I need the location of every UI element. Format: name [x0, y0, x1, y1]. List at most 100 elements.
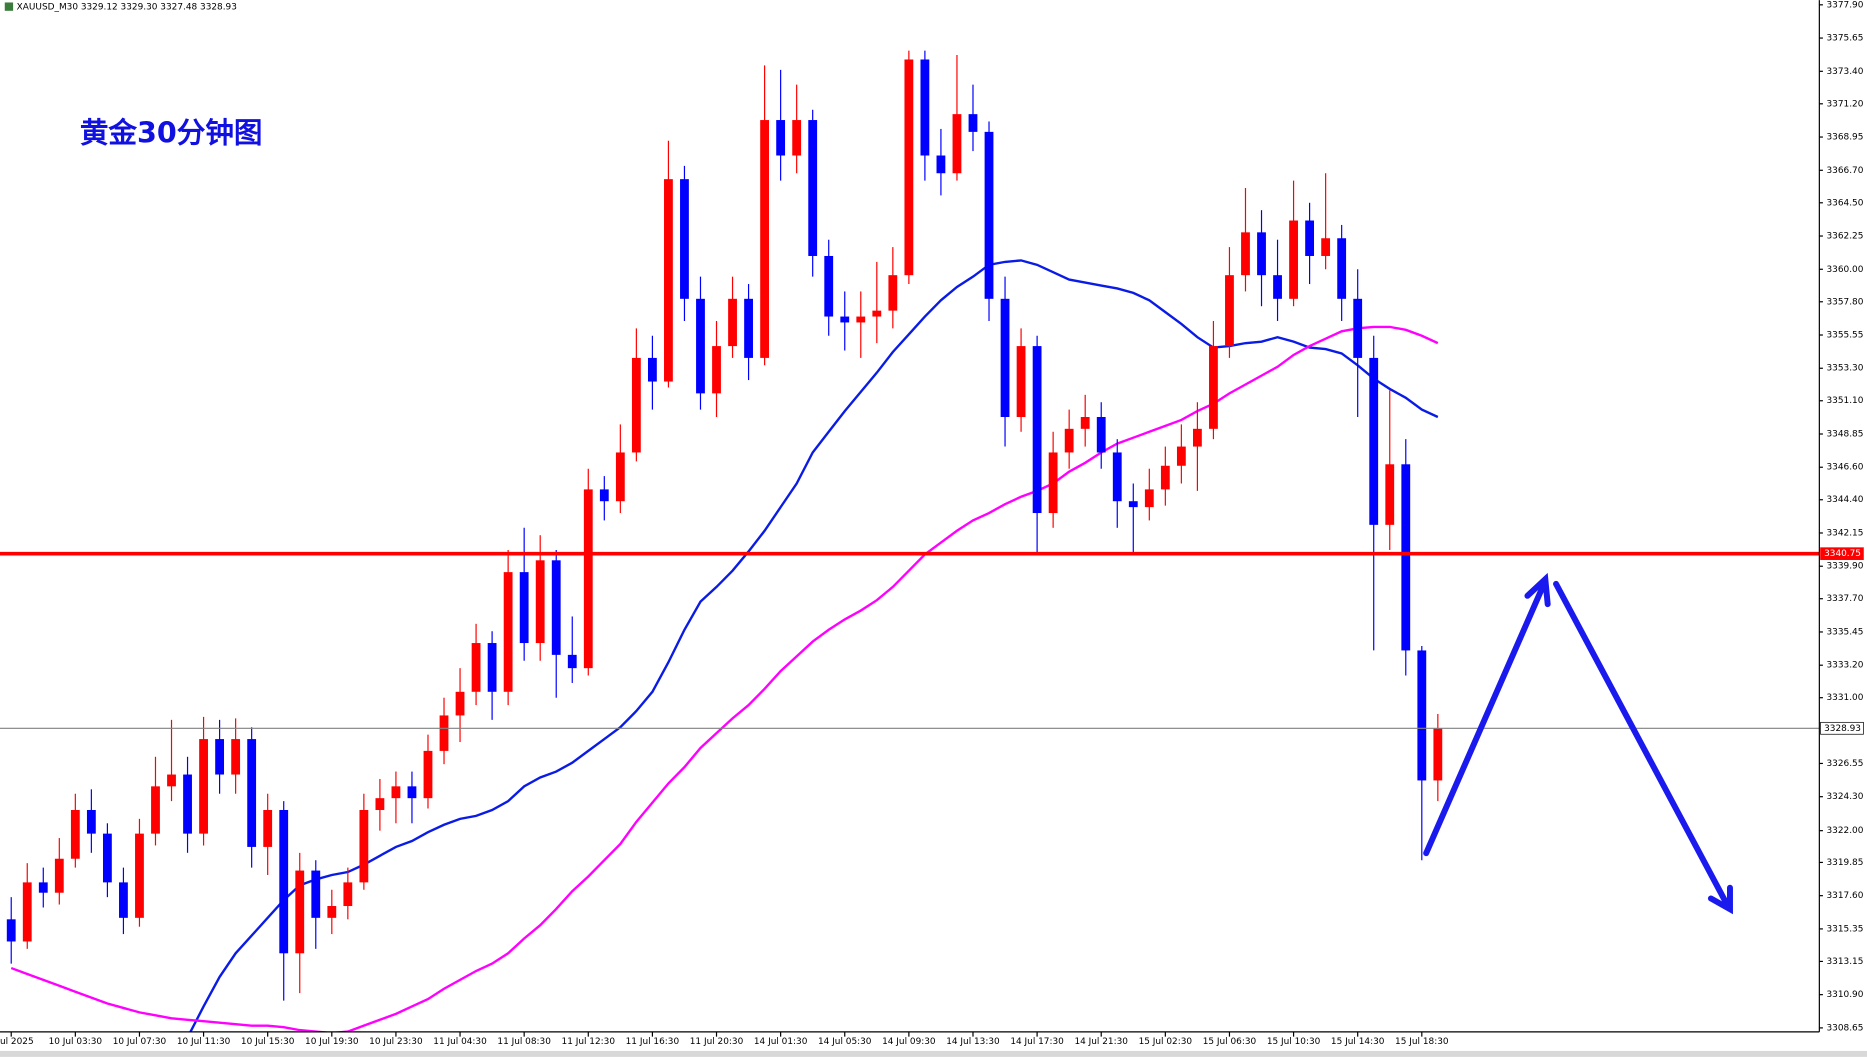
candle-body	[311, 870, 321, 918]
candle-body	[151, 786, 160, 834]
candle-body	[407, 786, 417, 799]
x-tick-label: 15 Jul 18:30	[1395, 1037, 1449, 1047]
y-tick-label: 3353.30	[1826, 364, 1863, 374]
candle-body	[664, 179, 673, 382]
candle-body	[22, 882, 32, 942]
x-tick-label: 11 Jul 04:30	[433, 1037, 487, 1047]
y-tick-label: 3337.70	[1826, 594, 1863, 604]
candle-body	[391, 786, 401, 799]
candle-body	[135, 833, 144, 918]
candle-body	[1337, 238, 1347, 299]
y-tick-label: 3333.20	[1826, 661, 1863, 671]
candle-body	[423, 750, 433, 799]
candle-body	[968, 114, 978, 132]
candle-body	[1273, 275, 1282, 299]
candle-body	[647, 357, 657, 382]
moving-average	[10, 325, 1439, 1032]
x-tick-label: 15 Jul 14:30	[1331, 1037, 1385, 1047]
candle-body	[567, 654, 577, 669]
candle-body	[535, 560, 545, 644]
candle-body	[327, 906, 337, 918]
candle-body	[70, 809, 80, 859]
candle-body	[952, 114, 962, 174]
y-tick-label: 3377.90	[1826, 0, 1863, 10]
candle-body	[1433, 728, 1443, 781]
y-tick-label: 3324.30	[1826, 792, 1863, 802]
arrow-up	[1423, 583, 1546, 857]
candle-body	[1080, 417, 1090, 429]
candle-body	[247, 739, 257, 847]
plot-area	[0, 50, 1820, 1032]
candle-body	[1048, 452, 1058, 514]
y-tick-label: 3373.40	[1826, 67, 1863, 77]
y-tick-label: 3368.95	[1826, 133, 1863, 143]
candle-body	[1241, 232, 1250, 276]
candle-body	[1225, 275, 1234, 347]
y-tick-label: 3348.85	[1826, 429, 1863, 439]
candle-body	[984, 131, 994, 299]
candle-body	[599, 489, 609, 502]
y-tick-label: 3346.60	[1826, 463, 1863, 473]
candle-body	[776, 120, 786, 156]
symbol-icon	[4, 2, 14, 11]
candle-body	[455, 691, 465, 716]
x-tick-label: 10 Jul 15:30	[241, 1037, 295, 1047]
y-tick-label: 3375.65	[1826, 34, 1863, 44]
y-tick-label: 3351.10	[1826, 396, 1863, 406]
candle-body	[375, 798, 385, 810]
candle-body	[1305, 220, 1315, 256]
x-tick-label: 10 Jul 03:30	[49, 1037, 103, 1047]
candle-body	[1064, 428, 1074, 453]
candle-body	[279, 809, 289, 954]
candle-body	[1000, 298, 1010, 418]
candle-body	[1401, 464, 1411, 651]
candle-body	[102, 833, 112, 883]
price-box-label: 3328.93	[1824, 724, 1861, 734]
x-tick-label: 10 Jul 23:30	[369, 1037, 423, 1047]
y-tick-label: 3344.40	[1826, 495, 1863, 505]
y-tick-label: 3360.00	[1826, 265, 1863, 275]
candle-body	[792, 120, 802, 156]
x-tick-label: 15 Jul 10:30	[1267, 1037, 1321, 1047]
annotation: 黄金30分钟图	[80, 116, 263, 150]
y-tick-label: 3322.00	[1826, 826, 1863, 836]
candle-body	[583, 489, 593, 669]
price-box	[1820, 721, 1864, 735]
candle-body	[54, 858, 64, 893]
x-tick-label: 14 Jul 21:30	[1074, 1037, 1128, 1047]
candle-body	[1385, 464, 1395, 525]
candle-body	[199, 739, 208, 834]
candle-body	[760, 120, 770, 358]
x-tick-label: 11 Jul 16:30	[626, 1037, 680, 1047]
candle-body	[1353, 298, 1363, 358]
candle-body	[1032, 346, 1042, 514]
x-tick-label: 14 Jul 09:30	[882, 1037, 936, 1047]
x-tick-label: 14 Jul 17:30	[1010, 1037, 1064, 1047]
candle-body	[888, 275, 898, 311]
candle-body	[680, 179, 689, 299]
candle-body	[1176, 446, 1186, 466]
y-tick-label: 3362.25	[1826, 232, 1863, 242]
candle-body	[808, 120, 818, 256]
price-box	[1820, 547, 1864, 560]
x-tick-label: 14 Jul 05:30	[818, 1037, 872, 1047]
x-tick-label: 10 Jul 11:30	[177, 1037, 231, 1047]
candle-body	[856, 316, 866, 323]
y-tick-label: 3357.80	[1826, 297, 1863, 307]
candle-body	[840, 316, 850, 323]
candle-body	[1417, 650, 1427, 781]
candle-body	[439, 715, 449, 751]
x-tick-label: 10 Jul 19:30	[305, 1037, 359, 1047]
x-tick-label: 14 Jul 01:30	[754, 1037, 808, 1047]
candle-body	[615, 452, 625, 502]
candle-body	[343, 882, 353, 907]
candle-body	[1257, 232, 1266, 276]
candle-body	[183, 774, 192, 834]
candle-body	[519, 572, 529, 644]
candle-body	[712, 346, 721, 394]
candle-body	[215, 739, 225, 775]
y-tick-label: 3335.45	[1826, 627, 1863, 637]
x-tick-label: 15 Jul 02:30	[1139, 1037, 1193, 1047]
x-tick-label: 14 Jul 13:30	[946, 1037, 1000, 1047]
